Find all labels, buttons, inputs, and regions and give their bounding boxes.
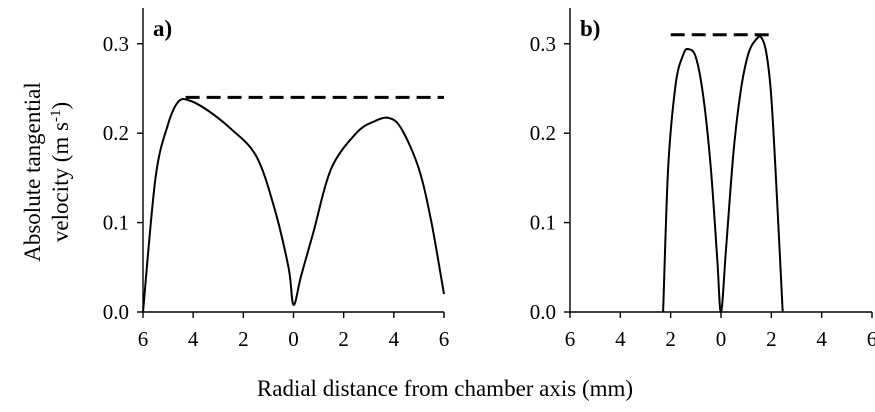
panel-b-x-tick-label: 6 [565,327,576,351]
panel-a-y-tick-label: 0.3 [103,32,129,56]
panel-b-x-tick-label: 4 [615,327,626,351]
panel-b-x-tick-label: 2 [766,327,777,351]
panel-b-x-tick-label: 4 [816,327,827,351]
y-axis-title-unit-suffix: ) [48,102,73,110]
panel-b-y-tick-label: 0.3 [530,32,556,56]
panel-a-y-tick-label: 0.0 [103,300,129,324]
panel-b-velocity-curve [662,35,784,314]
panel-a-y-tick-label: 0.2 [103,121,129,145]
panel-a-x-tick-label: 4 [188,327,199,351]
panel-a-x-tick-label: 0 [288,327,299,351]
y-axis-title-unit-prefix: velocity (m s [48,122,73,242]
y-axis-title-line2: velocity (m s-1) [48,102,73,242]
panel-b-x-tick-label: 6 [867,327,875,351]
panel-a-y-tick-label: 0.1 [103,211,129,235]
panel-a-x-tick-label: 2 [238,327,249,351]
panel-b-x-tick-label: 0 [716,327,727,351]
panel-b-y-tick-label: 0.1 [530,211,556,235]
panel-a-x-tick-label: 6 [138,327,149,351]
y-axis-title-unit-sup: -1 [48,110,64,123]
panel-b-x-tick-label: 2 [665,327,676,351]
x-axis-title: Radial distance from chamber axis (mm) [257,376,633,401]
panel-b-y-tick-label: 0.2 [530,121,556,145]
panel-a-velocity-curve [142,98,445,313]
panel-a-x-tick-label: 6 [439,327,450,351]
panel-a-chart: 0.0 0.1 0.2 0.3 6 4 2 0 2 4 6 a) [103,8,450,351]
panel-a-label: a) [153,16,172,41]
panel-a-x-tick-label: 2 [338,327,349,351]
panel-b-chart: 0.0 0.1 0.2 0.3 6 4 2 0 2 4 6 b) [530,8,875,351]
panel-b-y-tick-label: 0.0 [530,300,556,324]
y-axis-title-line1: Absolute tangential [20,82,45,262]
panel-a-x-tick-label: 4 [389,327,400,351]
panel-b-label: b) [580,16,600,41]
